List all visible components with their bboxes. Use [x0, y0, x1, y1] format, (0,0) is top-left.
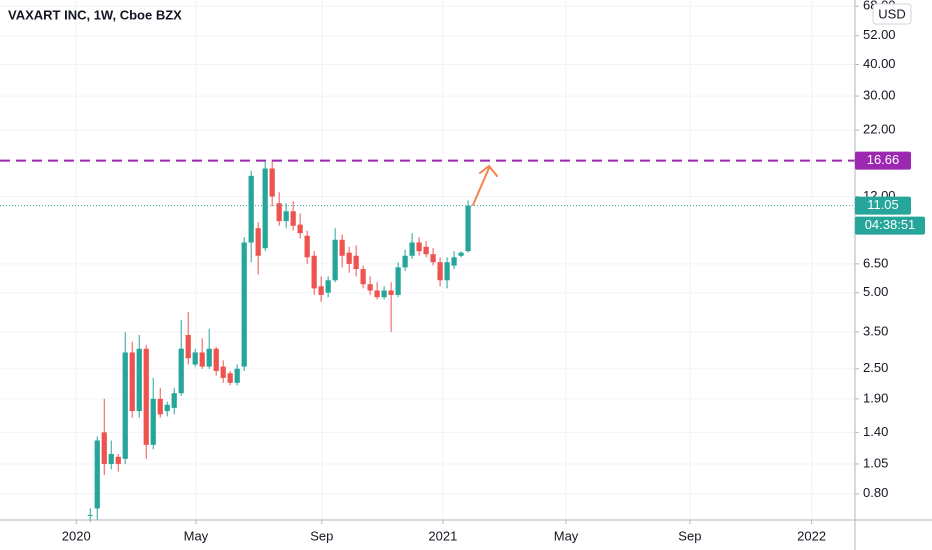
y-tick-label: 40.00	[863, 56, 896, 71]
candle-body	[290, 211, 296, 226]
currency-label[interactable]: USD	[878, 6, 905, 21]
candle-body	[381, 290, 387, 298]
axis-labels: 68.0052.0040.0030.0022.0012.006.505.003.…	[62, 0, 925, 543]
candle-body	[346, 252, 352, 264]
candle-body	[150, 398, 156, 445]
candle-body	[332, 239, 338, 281]
price-label-box	[855, 151, 911, 170]
candle-body	[416, 242, 422, 252]
candle-body	[220, 366, 226, 378]
candle-body	[269, 168, 275, 197]
candle-body	[367, 284, 373, 291]
candle-body	[129, 352, 135, 412]
candle-body	[122, 352, 128, 459]
candle-body	[304, 235, 310, 258]
x-tick-label: Sep	[310, 528, 333, 543]
candle-body	[297, 224, 303, 234]
candle-body	[227, 373, 233, 383]
candle-body	[101, 432, 107, 464]
candle-body	[430, 254, 436, 263]
candle-body	[164, 404, 170, 412]
x-tick-label: 2020	[62, 528, 91, 543]
y-tick-label: 1.40	[863, 424, 888, 439]
candle-body	[374, 290, 380, 298]
y-tick-label: 5.00	[863, 284, 888, 299]
y-tick-label: 30.00	[863, 88, 896, 103]
candle-body	[360, 269, 366, 285]
candle-body	[94, 440, 100, 509]
currency-button[interactable]: USD	[872, 3, 912, 25]
candle-body	[353, 255, 359, 270]
candle-body	[276, 203, 282, 222]
y-tick-label: 1.90	[863, 390, 888, 405]
candle-body	[206, 348, 212, 367]
countdown-label: 04:38:51	[865, 217, 916, 232]
candle-body	[339, 239, 345, 256]
price-label-box	[855, 196, 911, 215]
candle-body	[311, 255, 317, 289]
price-label: 11.05	[867, 197, 899, 212]
candle-body	[395, 267, 401, 295]
candle-body	[262, 168, 268, 249]
candle-body	[465, 205, 471, 252]
candle-body	[171, 393, 177, 408]
candle-body	[199, 352, 205, 367]
arrow-annotation	[472, 165, 498, 206]
y-tick-label: 6.50	[863, 255, 888, 270]
x-tick-label: 2022	[797, 528, 826, 543]
plot	[0, 159, 855, 522]
candle-body	[213, 348, 219, 371]
candle-body	[402, 255, 408, 268]
y-tick-label: 2.50	[863, 360, 888, 375]
candle-body	[255, 228, 261, 256]
candle-body	[283, 211, 289, 222]
candle-body	[458, 252, 464, 256]
chart-title: VAXART INC, 1W, Cboe BZX	[8, 7, 182, 22]
x-tick-label: May	[554, 528, 579, 543]
candle-body	[234, 368, 240, 383]
countdown-box	[855, 216, 925, 235]
candle-body	[444, 262, 450, 281]
y-tick-label: 0.80	[863, 485, 888, 500]
candle-body	[325, 280, 331, 293]
candle-body	[437, 262, 443, 281]
price-label: 16.66	[867, 152, 900, 167]
x-tick-label: Sep	[678, 528, 701, 543]
candle-body	[115, 456, 121, 464]
x-tick-label: May	[184, 528, 209, 543]
y-tick-label: 22.00	[863, 122, 896, 137]
grid	[0, 0, 855, 520]
candle-body	[192, 352, 198, 365]
candle-body	[108, 453, 114, 464]
y-tick-label: 52.00	[863, 27, 896, 42]
candle-body	[248, 175, 254, 243]
currency-button-box[interactable]	[872, 3, 912, 25]
candle-body	[185, 335, 191, 359]
candle-body	[409, 242, 415, 256]
candle-body	[451, 257, 457, 266]
candle-body	[157, 398, 163, 415]
candle-body	[87, 514, 93, 516]
candle-body	[388, 290, 394, 295]
candle-body	[241, 242, 247, 367]
y-tick-label: 3.50	[863, 323, 888, 338]
y-tick-label: 1.05	[863, 455, 888, 470]
candle-body	[143, 348, 149, 445]
candle-body	[318, 286, 324, 295]
candle-body	[136, 348, 142, 412]
candle-body	[178, 348, 184, 394]
x-tick-label: 2021	[428, 528, 457, 543]
candle-body	[423, 246, 429, 255]
